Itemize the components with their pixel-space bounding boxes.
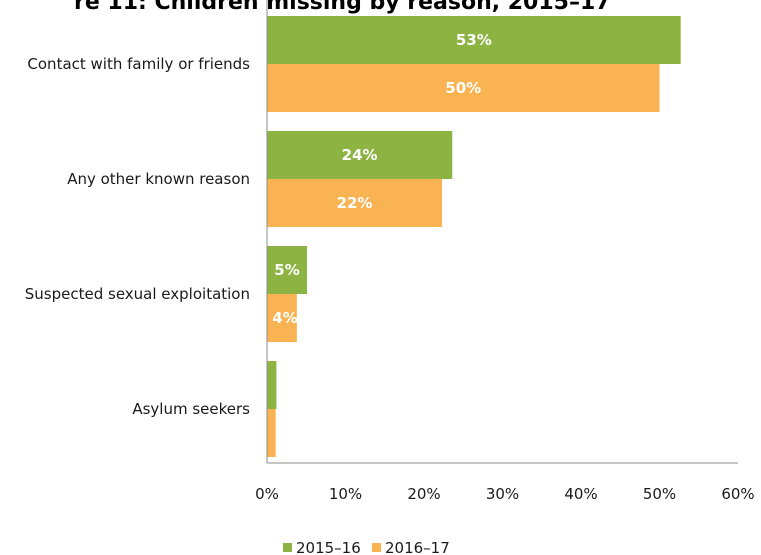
x-tick-label: 10% [329,485,362,503]
x-tick-label: 0% [255,485,279,503]
bar-2016–17-0 [267,64,660,112]
bar-value-label: 5% [274,261,299,279]
x-tick-label: 50% [643,485,676,503]
bar-2015–16-1 [267,131,453,179]
bar-value-label: 22% [337,194,373,212]
category-label: Contact with family or friends [27,55,250,73]
bars-group [267,16,681,457]
bar-2015–16-0 [267,16,681,64]
legend: 2015–16 2016–17 [283,539,450,555]
bar-value-label: 50% [445,79,481,97]
x-tick-label: 40% [564,485,597,503]
legend-swatch [372,543,381,552]
bar-2016–17-2 [267,294,297,342]
category-label: Suspected sexual exploitation [25,285,250,303]
bar-2016–17-3 [267,409,276,457]
legend-label: 2016–17 [385,539,450,555]
category-labels-group: Contact with family or friends Any other … [25,55,250,418]
chart-title: re 11: Children missing by reason, 2015–… [74,0,611,15]
legend-label: 2015–16 [296,539,361,555]
bar-value-label: 24% [342,146,378,164]
bar-2016–17-1 [267,179,443,227]
bar-2015–16-2 [267,246,308,294]
category-label: Any other known reason [67,170,250,188]
bar-labels-group: 53% 50% 24% 22% 5% 4% [272,31,492,327]
x-tick-label: 30% [486,485,519,503]
x-tick-label: 20% [407,485,440,503]
bar-value-label: 53% [456,31,492,49]
category-label: Asylum seekers [132,400,250,418]
bar-2015–16-3 [267,361,277,409]
legend-swatch [283,543,292,552]
x-tick-labels-group: 0% 10% 20% 30% 40% 50% 60% [255,485,755,503]
x-tick-label: 60% [721,485,754,503]
bar-value-label: 4% [272,309,297,327]
